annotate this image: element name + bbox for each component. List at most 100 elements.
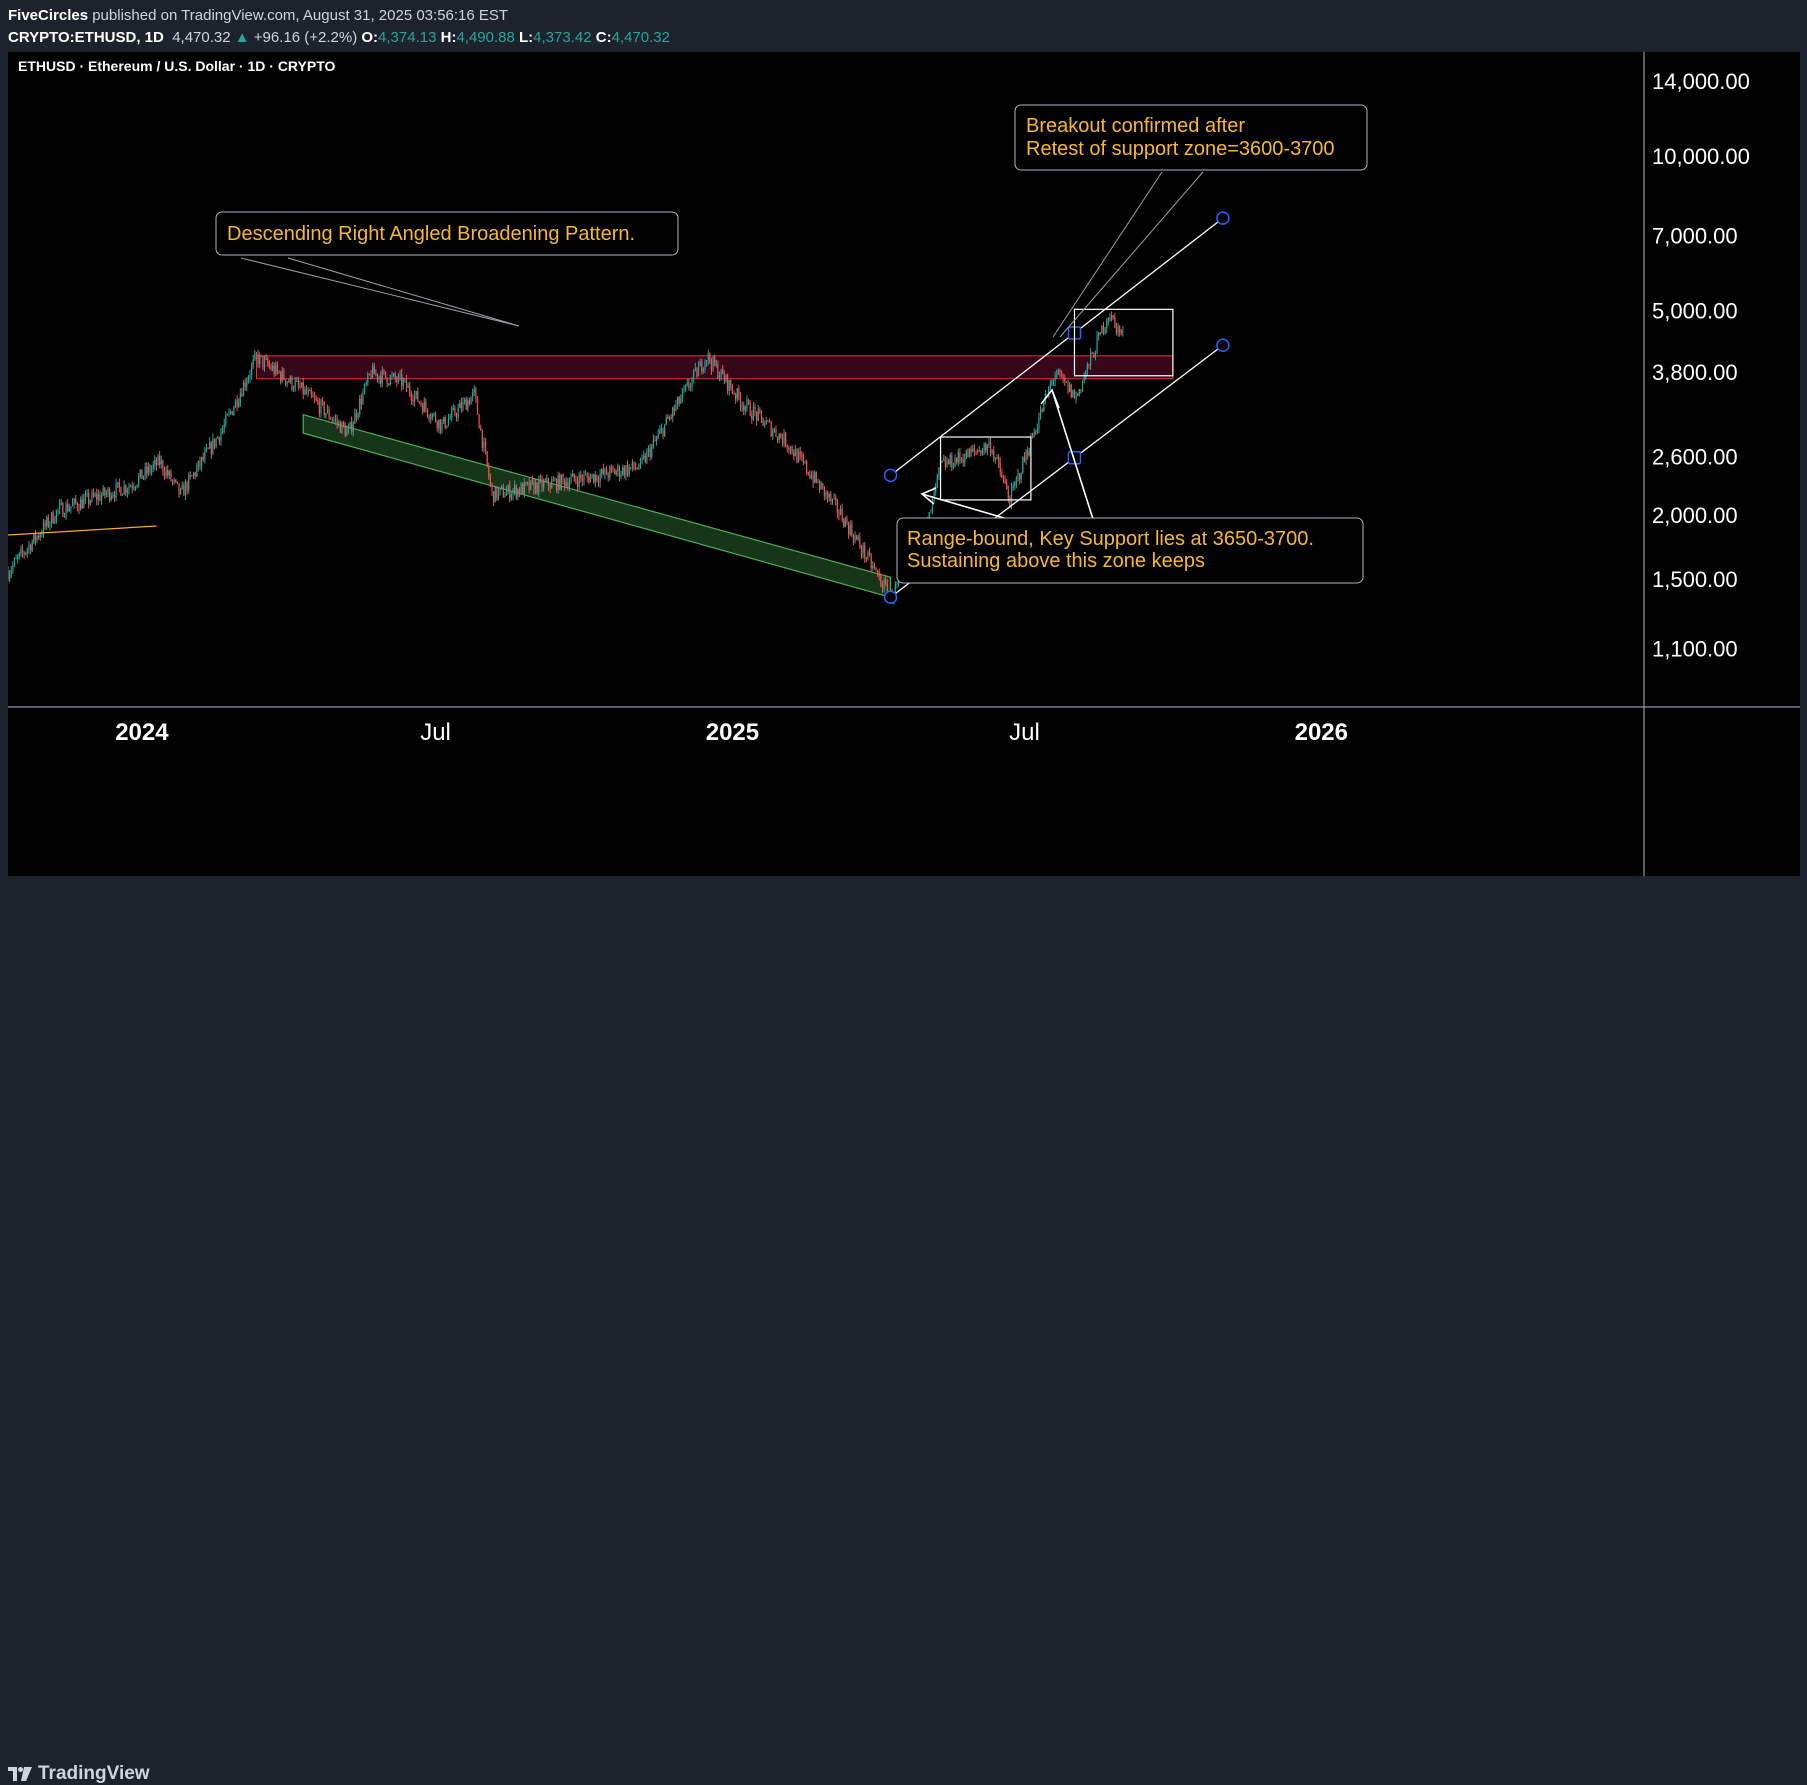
time-axis[interactable]: 2024 Jul 2025 Jul 2026 [115, 719, 1348, 746]
candle-body [1096, 336, 1098, 354]
candle-body [568, 482, 571, 488]
candle-body [341, 421, 343, 433]
candle-body [989, 442, 992, 453]
candle-body [168, 471, 170, 476]
close-label: C: [595, 29, 612, 46]
candle-body [588, 476, 590, 483]
price-chart[interactable]: ETHUSD · Ethereum / U.S. Dollar · 1D · C… [7, 52, 1800, 876]
candle-body [802, 457, 805, 463]
candle-body [75, 498, 77, 504]
candle-body [1027, 450, 1029, 456]
candle-body [1023, 457, 1026, 461]
price-tick-label: 5,000.00 [1652, 299, 1738, 324]
candle-body [1002, 478, 1005, 480]
price-axis[interactable]: 14,000.00 10,000.00 7,000.00 5,000.00 3,800.… [1652, 69, 1750, 662]
pattern-callout[interactable]: Descending Right Angled Broadening Patte… [215, 211, 679, 327]
candle-body [712, 356, 714, 370]
candle-body [785, 432, 787, 447]
candle-body [323, 402, 325, 416]
chart-area[interactable]: ETHUSD · Ethereum / U.S. Dollar · 1D · C… [7, 52, 1800, 876]
candle-body [725, 374, 727, 382]
candle-body [29, 545, 32, 551]
candle-body [405, 379, 408, 388]
candle-body [812, 475, 814, 483]
candle-body [733, 392, 735, 395]
high-value: 4,490.88 [456, 29, 515, 46]
tradingview-logo[interactable]: TradingView [8, 1763, 150, 1785]
candle-body [221, 429, 224, 433]
candle-body [1112, 314, 1114, 318]
candle-body [483, 441, 485, 448]
candle-body [368, 373, 371, 375]
candle-body [1049, 384, 1051, 388]
candle-body [559, 474, 561, 490]
time-tick-label: 2026 [1295, 719, 1348, 746]
candle-body [312, 395, 314, 398]
candle-body [120, 487, 122, 496]
arrowhead-icon [1040, 388, 1060, 409]
candle-body [1052, 380, 1055, 382]
candle-body [1106, 321, 1108, 329]
candle-body [263, 358, 266, 367]
candle-body [941, 460, 943, 463]
candle-body [349, 421, 351, 429]
candle-body [436, 421, 438, 429]
candle-body [1091, 352, 1093, 354]
candle-body [644, 455, 646, 463]
candle-body [401, 374, 403, 386]
candle-body [31, 541, 33, 551]
candle-body [88, 493, 90, 504]
candle-body [294, 381, 296, 389]
candle-body [383, 370, 385, 372]
candle-body [668, 416, 671, 420]
candle-body [289, 376, 291, 383]
candle-body [238, 402, 240, 407]
candle-body [683, 389, 685, 391]
candle-body [1036, 428, 1038, 433]
candle-body [720, 368, 722, 377]
candle-body [493, 491, 495, 503]
candle-body [150, 468, 153, 472]
candle-body [423, 401, 425, 413]
candle-body [959, 452, 961, 459]
candle-body [593, 473, 595, 483]
candle-body [815, 472, 817, 483]
candle-body [384, 371, 387, 378]
candle-body [109, 488, 111, 500]
candle-body [1035, 431, 1037, 433]
candle-body [351, 421, 353, 432]
candle-body [1012, 485, 1014, 488]
candle-body [268, 364, 270, 367]
candle-body [751, 416, 753, 420]
candle-body [881, 585, 884, 589]
publisher-name[interactable]: FiveCircles [8, 7, 89, 24]
candle-body [949, 454, 951, 464]
candle-body [739, 397, 742, 407]
candle-body [478, 414, 480, 429]
candle-body [672, 407, 674, 418]
support-callout[interactable]: Range-bound, Key Support lies at 3650-37… [896, 388, 1364, 584]
breakout-callout[interactable]: Breakout confirmed after Retest of suppo… [1014, 104, 1368, 338]
anchor-point-icon [883, 590, 898, 604]
candle-body [142, 475, 145, 479]
candle-body [378, 376, 380, 380]
candle-body [1081, 381, 1084, 391]
candle-body [260, 354, 262, 356]
candle-body [702, 369, 704, 372]
candle-body [13, 558, 16, 565]
candle-body [515, 485, 517, 498]
candle-body [960, 458, 963, 460]
symbol-label[interactable]: CRYPTO:ETHUSD, 1D [8, 29, 164, 46]
candle-body [83, 498, 85, 509]
candle-body [544, 481, 546, 483]
candle-body [1122, 330, 1124, 333]
candle-body [430, 418, 432, 420]
candle-body [468, 400, 471, 405]
candle-body [10, 570, 12, 575]
price-tick-label: 10,000.00 [1652, 144, 1750, 169]
candle-body [630, 467, 632, 469]
price-tick-label: 2,600.00 [1652, 444, 1738, 469]
candle-body [339, 421, 341, 433]
time-tick-label: 2024 [115, 719, 169, 746]
candle-body [688, 382, 690, 388]
